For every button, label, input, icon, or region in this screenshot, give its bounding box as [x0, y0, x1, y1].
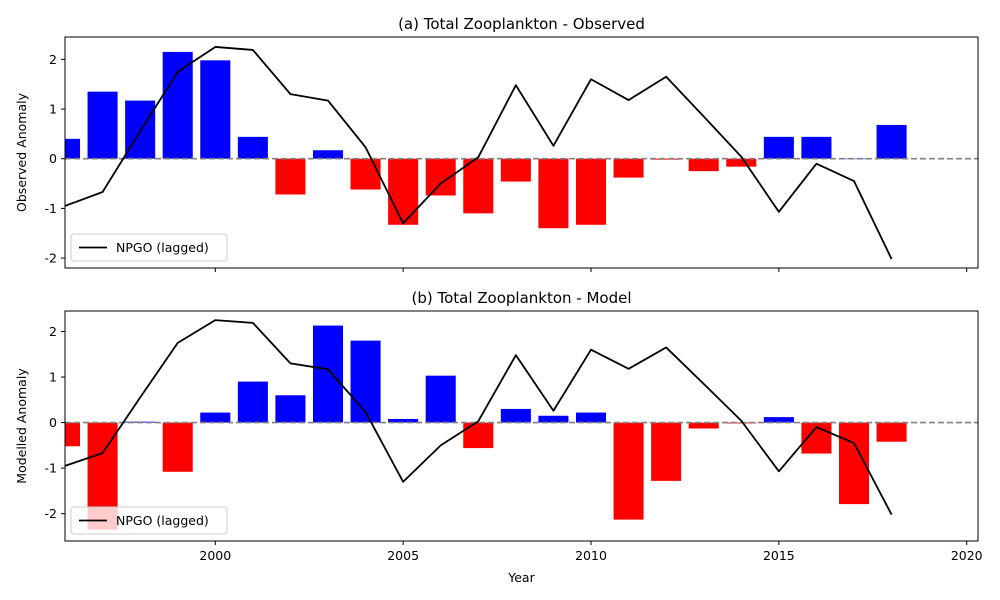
bar-1999 [162, 422, 193, 472]
npgo-line [65, 319, 893, 515]
y-tick-label-1: 1 [49, 102, 57, 117]
npgo-line [65, 46, 893, 260]
bar-1996 [65, 138, 81, 159]
bar-2015 [763, 136, 794, 159]
bar-2016 [801, 136, 832, 159]
bar-2003 [312, 325, 344, 423]
legend-label: NPGO (lagged) [116, 240, 209, 255]
bar-2007 [463, 422, 494, 449]
bar-2010 [575, 158, 607, 225]
bar-2018 [876, 124, 907, 159]
bar-2004 [350, 158, 381, 190]
plot-area [65, 319, 978, 530]
panel-model: (b) Total Zooplankton - Model -2 -1 0 1 2 2000… [14, 289, 983, 585]
bar-2018 [876, 422, 907, 442]
legend: NPGO (lagged) [70, 506, 228, 535]
axes-frame [64, 310, 979, 542]
bar-2007 [463, 158, 494, 214]
y-tick-label--1: -1 [45, 461, 57, 476]
y-tick-label-2: 2 [49, 52, 57, 67]
axes-frame [64, 36, 979, 269]
bar-2013 [688, 158, 719, 172]
bar-2000 [200, 412, 231, 423]
chart-title: (b) Total Zooplankton - Model [411, 289, 631, 307]
bar-2011 [613, 158, 644, 178]
bar-2003 [312, 150, 344, 159]
y-axis-label: Observed Anomaly [14, 92, 29, 212]
bar-2004 [350, 340, 381, 423]
bar-2002 [275, 158, 306, 195]
y-axis-label: Modelled Anomaly [14, 368, 29, 484]
y-tick-label-0: 0 [49, 151, 57, 166]
x-tick-label-2020: 2020 [951, 548, 983, 563]
bar-1996 [65, 422, 81, 447]
bar-2009 [538, 415, 569, 423]
y-tick-label--1: -1 [45, 201, 57, 216]
y-tick-label-0: 0 [49, 415, 57, 430]
bar-2012 [651, 422, 682, 481]
legend-box [70, 506, 228, 535]
bar-2001 [237, 136, 268, 159]
chart-title: (a) Total Zooplankton - Observed [398, 15, 645, 33]
bar-2008 [500, 158, 531, 182]
bar-2002 [275, 395, 306, 423]
bar-2005 [388, 418, 419, 423]
bar-2011 [613, 422, 644, 520]
bar-2010 [575, 412, 607, 423]
bar-2008 [500, 408, 531, 423]
bar-2015 [763, 417, 794, 423]
bar-2012 [651, 158, 682, 160]
bar-2009 [538, 158, 569, 229]
x-tick-label-2005: 2005 [387, 548, 419, 563]
bar-2005 [388, 158, 419, 225]
x-axis-label: Year [507, 570, 535, 585]
y-tick-label--2: -2 [45, 251, 57, 266]
legend: NPGO (lagged) [70, 233, 228, 262]
bar-2000 [200, 60, 231, 159]
x-tick-label-2010: 2010 [575, 548, 607, 563]
y-tick-label--2: -2 [45, 506, 57, 521]
y-tick-label-2: 2 [49, 324, 57, 339]
bar-2013 [688, 422, 719, 429]
plot-area [65, 46, 978, 260]
x-tick-label-2015: 2015 [763, 548, 795, 563]
bar-1997 [87, 91, 118, 159]
y-tick-label-1: 1 [49, 370, 57, 385]
bar-1999 [162, 51, 193, 159]
panel-observed: (a) Total Zooplankton - Observed -2 -1 0 1 2 O… [14, 15, 979, 272]
bar-2006 [425, 375, 456, 423]
legend-box [70, 233, 228, 262]
legend-label: NPGO (lagged) [116, 513, 209, 528]
bar-2014 [726, 158, 757, 167]
bar-2017 [838, 158, 870, 160]
x-tick-label-2000: 2000 [199, 548, 231, 563]
bar-2001 [237, 381, 268, 423]
